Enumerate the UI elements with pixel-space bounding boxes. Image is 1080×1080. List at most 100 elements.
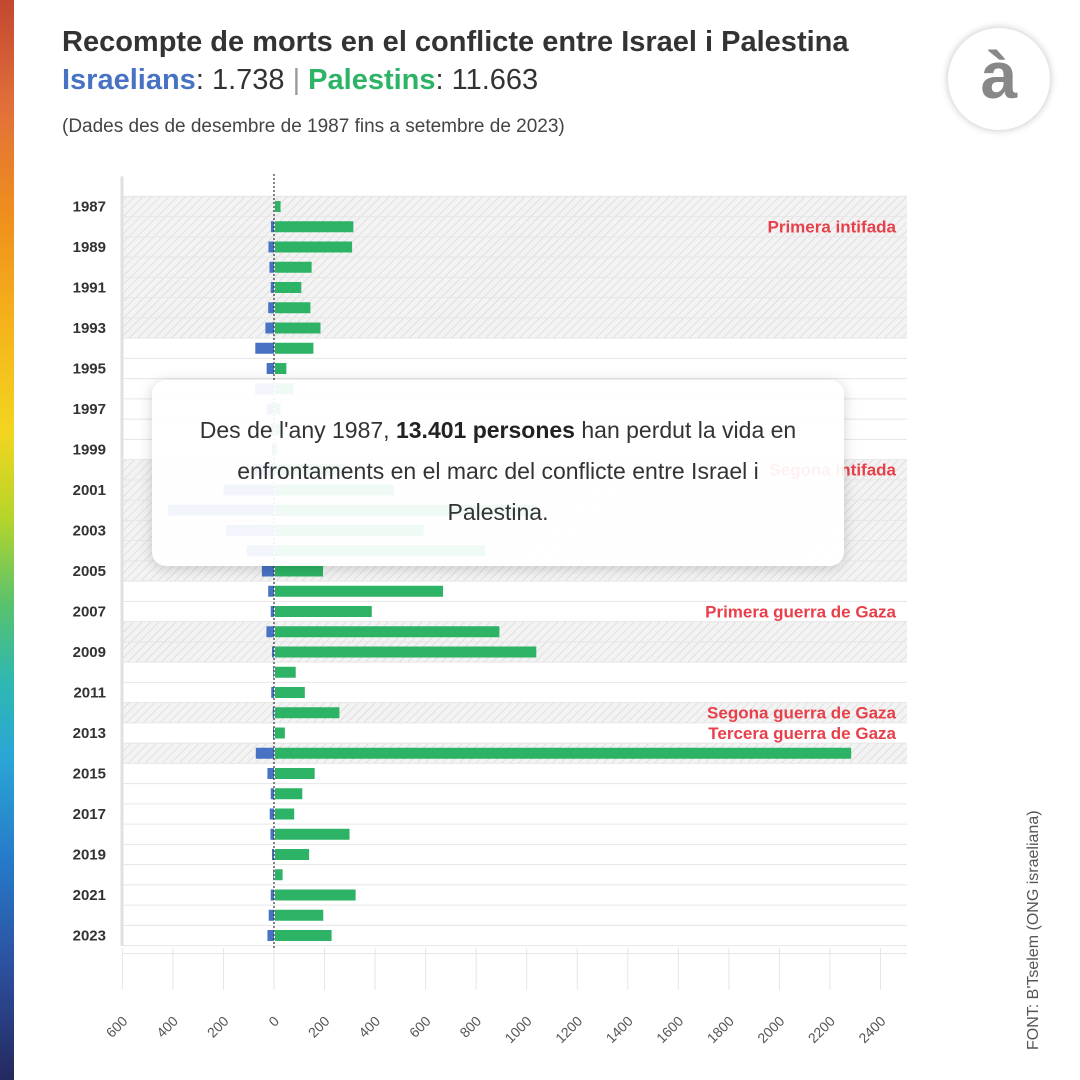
bar-israelis-2017 (269, 808, 274, 820)
bar-palestinians-2010 (275, 666, 296, 678)
bar-israelis-2011 (271, 687, 274, 698)
bar-israelis-2006 (268, 585, 274, 597)
bar-palestinians-2021 (275, 889, 356, 901)
color-gradient-strip (0, 0, 14, 1080)
bar-palestinians-1988 (275, 221, 354, 233)
bar-israelis-1994 (255, 342, 274, 354)
bar-israelis-2018 (270, 828, 274, 840)
bar-palestinians-2008 (275, 626, 500, 638)
annotation-label: Primera intifada (768, 218, 897, 237)
bar-palestinians-2009 (275, 646, 537, 658)
callout-text-start: Des de l'any 1987, (199, 417, 396, 443)
year-tick-label: 2013 (73, 725, 106, 742)
bar-israelis-1992 (268, 302, 274, 314)
bar-palestinians-1994 (275, 342, 314, 354)
bar-israelis-2021 (270, 889, 274, 901)
bar-palestinians-2023 (275, 930, 332, 941)
bar-palestinians-2016 (275, 788, 303, 800)
bar-israelis-1991 (270, 282, 274, 293)
bar-palestinians-1993 (275, 322, 321, 334)
x-tick-label: 400 (153, 1013, 181, 1041)
year-tick-label: 2003 (73, 523, 106, 540)
annotation-label: Tercera guerra de Gaza (708, 724, 896, 743)
bar-israelis-2008 (266, 626, 274, 638)
year-tick-label: 1987 (73, 199, 106, 216)
bar-palestinians-2005 (275, 565, 324, 577)
year-tick-label: 1991 (73, 280, 106, 297)
year-tick-label: 1989 (73, 239, 106, 256)
palestinians-total: : 11.663 (435, 64, 539, 96)
x-tick-label: 200 (204, 1013, 232, 1041)
x-tick-label: 2200 (805, 1013, 838, 1046)
bar-palestinians-2012 (275, 707, 340, 719)
year-tick-label: 2001 (73, 482, 106, 499)
callout-text-end: han perdut la vida en enfrontaments en e… (237, 417, 797, 525)
callout-highlight: 13.401 persones (395, 417, 575, 443)
x-tick-label: 1400 (603, 1013, 636, 1046)
bar-israelis-2022 (268, 909, 274, 921)
bar-palestinians-1992 (275, 302, 311, 314)
bar-palestinians-2007 (275, 606, 372, 617)
bar-palestinians-2006 (275, 585, 444, 597)
year-tick-label: 2007 (73, 604, 106, 621)
year-tick-label: 2005 (73, 563, 106, 580)
info-callout: Des de l'any 1987, 13.401 persones han p… (152, 380, 844, 566)
year-tick-label: 1995 (73, 361, 106, 378)
totals-subtitle: Israelians: 1.738 | Palestins: 11.663 (62, 64, 538, 97)
year-tick-label: 1993 (73, 320, 106, 337)
year-tick-label: 1999 (73, 442, 106, 459)
publisher-logo: à (948, 28, 1050, 130)
bar-palestinians-2017 (275, 808, 295, 820)
chart-title: Recompte de morts en el conflicte entre … (62, 26, 849, 58)
year-tick-label: 2017 (73, 806, 106, 823)
palestinians-label: Palestins (308, 64, 436, 96)
bar-palestinians-1990 (275, 261, 312, 273)
annotation-label: Segona guerra de Gaza (707, 704, 896, 723)
bar-palestinians-2014 (275, 747, 852, 759)
bar-palestinians-2019 (275, 849, 310, 860)
bar-israelis-2014 (255, 747, 274, 759)
bar-israelis-1990 (269, 261, 274, 273)
bar-israelis-2016 (270, 788, 274, 800)
bar-israelis-2019 (271, 849, 274, 860)
year-tick-label: 2019 (73, 847, 106, 864)
bar-palestinians-2022 (275, 909, 324, 921)
bar-palestinians-2018 (275, 828, 350, 840)
bar-israelis-2012 (272, 707, 274, 719)
year-tick-label: 2011 (73, 685, 106, 702)
bar-palestinians-1987 (275, 201, 281, 212)
bar-israelis-2005 (261, 565, 274, 577)
date-range-note: (Dades des de desembre de 1987 fins a se… (62, 116, 565, 137)
x-tick-label: 1600 (653, 1013, 686, 1046)
bar-palestinians-1989 (275, 241, 353, 253)
bar-israelis-1989 (268, 241, 274, 253)
bar-israelis-2015 (267, 768, 274, 779)
x-tick-label: 600 (406, 1013, 434, 1041)
x-tick-label: 200 (305, 1013, 333, 1041)
bar-israelis-2023 (267, 930, 274, 941)
x-tick-label: 2000 (754, 1013, 787, 1046)
year-tick-label: 2021 (73, 887, 106, 904)
bar-israelis-1988 (270, 221, 274, 233)
year-tick-label: 2023 (73, 928, 106, 945)
bar-israelis-2007 (270, 606, 274, 617)
x-tick-label: 600 (103, 1013, 131, 1041)
source-credit: FONT: B'Tselem (ONG israeliana) (1025, 810, 1042, 1050)
bar-israelis-2009 (271, 646, 274, 658)
year-tick-label: 1997 (73, 401, 106, 418)
bar-palestinians-2015 (275, 768, 315, 779)
x-tick-label: 800 (456, 1013, 484, 1041)
x-tick-label: 400 (355, 1013, 383, 1041)
year-tick-label: 2015 (73, 766, 106, 783)
x-tick-label: 1200 (552, 1013, 585, 1046)
annotation-label: Primera guerra de Gaza (705, 602, 896, 621)
bar-palestinians-1995 (275, 363, 287, 374)
bar-palestinians-2020 (275, 869, 283, 881)
logo-glyph: à (980, 38, 1018, 112)
subtitle-separator: | (284, 64, 309, 96)
bar-israelis-1995 (266, 363, 274, 374)
period-band-1987 (122, 196, 907, 339)
bar-israelis-2010 (273, 666, 274, 678)
x-tick-label: 1000 (501, 1013, 534, 1046)
x-tick-label: 0 (265, 1013, 282, 1030)
